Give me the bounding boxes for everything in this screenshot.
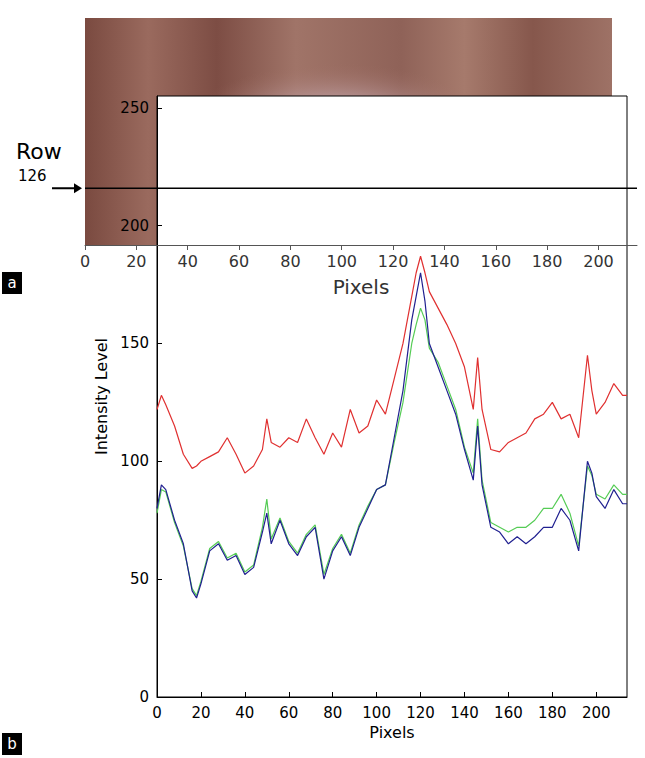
svg-text:Intensity Level: Intensity Level <box>92 338 111 455</box>
svg-text:120: 120 <box>406 704 435 722</box>
svg-text:Row: Row <box>16 139 62 164</box>
svg-text:120: 120 <box>378 252 409 271</box>
svg-text:80: 80 <box>323 704 342 722</box>
svg-text:180: 180 <box>532 252 563 271</box>
svg-text:200: 200 <box>583 252 614 271</box>
svg-text:0: 0 <box>80 252 90 271</box>
svg-text:160: 160 <box>481 252 512 271</box>
svg-text:140: 140 <box>429 252 460 271</box>
svg-text:140: 140 <box>450 704 479 722</box>
svg-text:60: 60 <box>229 252 249 271</box>
svg-text:126: 126 <box>18 167 47 185</box>
svg-text:200: 200 <box>582 704 611 722</box>
svg-text:20: 20 <box>191 704 210 722</box>
svg-text:100: 100 <box>120 452 149 470</box>
svg-text:Pixels: Pixels <box>333 275 390 299</box>
svg-text:100: 100 <box>362 704 391 722</box>
svg-text:40: 40 <box>178 252 198 271</box>
svg-text:20: 20 <box>126 252 146 271</box>
svg-text:100: 100 <box>326 252 357 271</box>
svg-text:150: 150 <box>120 334 149 352</box>
svg-text:0: 0 <box>152 704 162 722</box>
svg-text:0: 0 <box>139 688 149 706</box>
svg-text:250: 250 <box>120 99 149 117</box>
svg-text:200: 200 <box>120 217 149 235</box>
svg-text:40: 40 <box>235 704 254 722</box>
svg-text:60: 60 <box>279 704 298 722</box>
svg-text:80: 80 <box>280 252 300 271</box>
svg-text:b: b <box>7 735 17 753</box>
svg-text:160: 160 <box>494 704 523 722</box>
svg-text:a: a <box>7 274 16 292</box>
svg-text:50: 50 <box>130 570 149 588</box>
svg-text:180: 180 <box>538 704 567 722</box>
svg-text:Pixels: Pixels <box>369 723 414 742</box>
